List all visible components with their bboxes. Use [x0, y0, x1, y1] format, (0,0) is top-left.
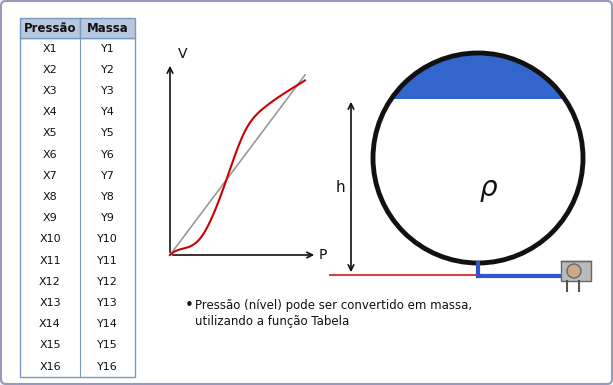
Text: Massa: Massa	[86, 22, 128, 35]
Text: Y10: Y10	[97, 234, 118, 244]
Text: X5: X5	[43, 129, 57, 138]
Text: X9: X9	[43, 213, 58, 223]
Text: •: •	[185, 298, 194, 313]
Text: Y11: Y11	[97, 256, 118, 266]
Text: Y15: Y15	[97, 340, 118, 350]
Text: X11: X11	[39, 256, 61, 266]
FancyBboxPatch shape	[80, 18, 135, 38]
Text: Y8: Y8	[101, 192, 115, 202]
Text: V: V	[178, 47, 188, 61]
Text: Y7: Y7	[101, 171, 115, 181]
Text: X7: X7	[43, 171, 58, 181]
Text: X1: X1	[43, 44, 57, 54]
Text: Y13: Y13	[97, 298, 118, 308]
Text: X10: X10	[39, 234, 61, 244]
Text: Y3: Y3	[101, 86, 115, 96]
Bar	[561, 261, 591, 281]
Text: X13: X13	[39, 298, 61, 308]
Text: Pressão: Pressão	[24, 22, 76, 35]
Text: Y9: Y9	[101, 213, 115, 223]
Polygon shape	[391, 53, 565, 99]
Text: h: h	[335, 179, 345, 194]
Text: Y1: Y1	[101, 44, 115, 54]
Text: Pressão (nível) pode ser convertido em massa,: Pressão (nível) pode ser convertido em m…	[195, 298, 472, 311]
Text: X14: X14	[39, 319, 61, 329]
Text: X15: X15	[39, 340, 61, 350]
Bar	[20, 38, 135, 377]
FancyBboxPatch shape	[20, 18, 80, 38]
Text: X2: X2	[43, 65, 58, 75]
Text: Y14: Y14	[97, 319, 118, 329]
Text: Y12: Y12	[97, 277, 118, 287]
Text: Y2: Y2	[101, 65, 115, 75]
Text: ρ: ρ	[479, 174, 497, 202]
Text: X3: X3	[43, 86, 57, 96]
Circle shape	[373, 53, 583, 263]
Circle shape	[567, 264, 581, 278]
Text: X8: X8	[43, 192, 58, 202]
Text: P: P	[319, 248, 327, 262]
Text: X4: X4	[43, 107, 58, 117]
Text: X6: X6	[43, 150, 57, 160]
Text: Y16: Y16	[97, 362, 118, 372]
Text: X12: X12	[39, 277, 61, 287]
Text: Y5: Y5	[101, 129, 115, 138]
Text: utilizando a função Tabela: utilizando a função Tabela	[195, 315, 349, 328]
Text: X16: X16	[39, 362, 61, 372]
Text: Y4: Y4	[101, 107, 115, 117]
Text: Y6: Y6	[101, 150, 115, 160]
